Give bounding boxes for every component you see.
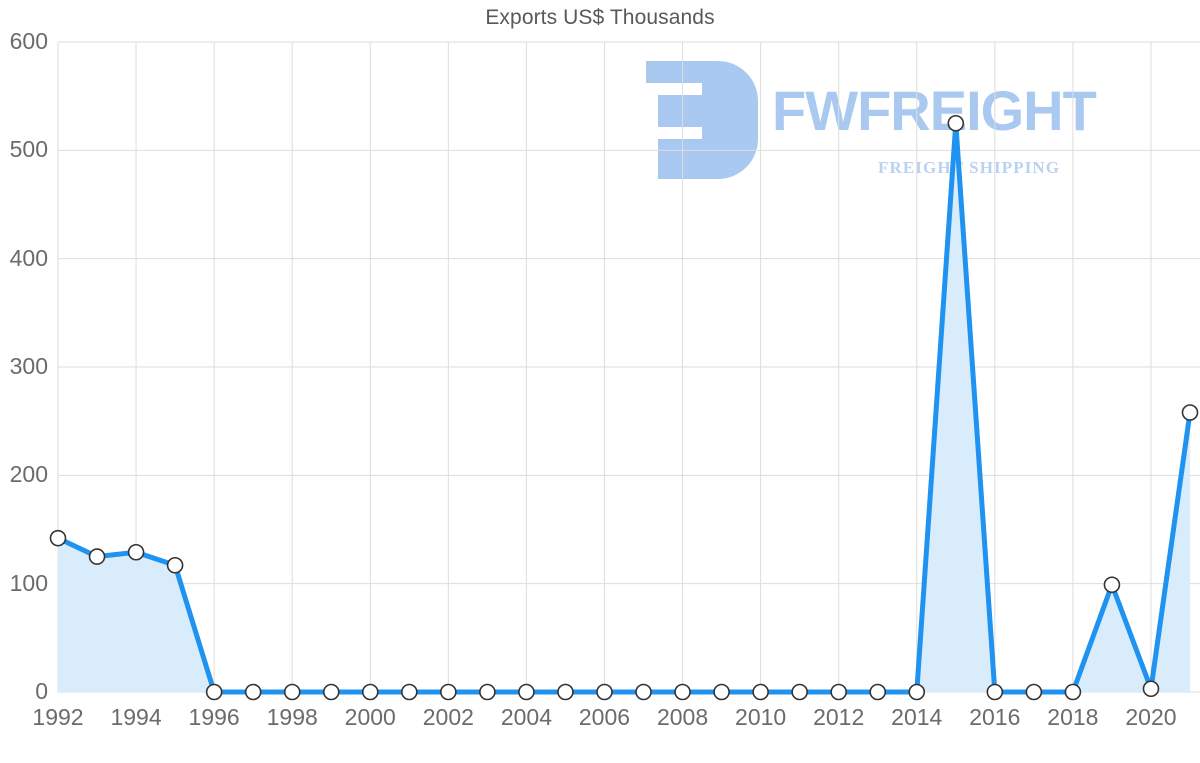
data-point-marker[interactable] [127, 543, 145, 561]
x-axis-tick-label: 2010 [735, 704, 787, 730]
x-axis-tick-label: 2014 [891, 704, 943, 730]
x-axis-tick-label: 1994 [110, 704, 162, 730]
data-point-marker[interactable] [361, 683, 379, 701]
data-point-marker[interactable] [908, 683, 926, 701]
y-axis-tick-label: 600 [9, 28, 48, 54]
x-axis-tick-label: 2016 [969, 704, 1021, 730]
x-axis-tick-label: 2018 [1047, 704, 1099, 730]
data-point-marker[interactable] [1025, 683, 1043, 701]
data-point-marker[interactable] [440, 683, 457, 701]
data-point-marker[interactable] [791, 683, 808, 701]
y-axis-tick-label: 300 [9, 353, 48, 379]
y-axis-tick-label: 0 [35, 678, 48, 704]
data-point-marker[interactable] [283, 683, 301, 701]
x-axis-tick-label: 2012 [813, 704, 865, 730]
x-axis-tick-label: 2008 [656, 704, 709, 730]
data-point-marker[interactable] [830, 683, 847, 701]
y-axis-tick-label: 400 [9, 244, 48, 271]
data-point-marker[interactable] [674, 683, 691, 701]
data-point-marker[interactable] [596, 683, 613, 701]
x-axis-tick-label: 2020 [1125, 704, 1177, 730]
data-point-marker[interactable] [869, 683, 887, 701]
data-markers [49, 114, 1199, 701]
data-point-marker[interactable] [635, 683, 652, 701]
data-point-marker[interactable] [518, 683, 535, 701]
data-point-marker[interactable] [947, 114, 965, 132]
data-point-marker[interactable] [88, 548, 106, 565]
data-point-marker[interactable] [986, 683, 1004, 701]
data-point-marker[interactable] [244, 683, 262, 701]
data-point-marker[interactable] [1181, 404, 1199, 421]
data-point-marker[interactable] [322, 683, 340, 701]
data-point-marker[interactable] [713, 683, 730, 701]
y-axis-tick-label: 100 [9, 569, 48, 596]
data-point-marker[interactable] [1142, 680, 1160, 698]
x-axis-tick-label: 2002 [422, 704, 474, 730]
data-point-marker[interactable] [1103, 576, 1121, 594]
grid-lines [57, 41, 1200, 693]
x-axis-tick-label: 1998 [266, 704, 318, 730]
data-point-marker[interactable] [205, 683, 223, 701]
x-axis-tick-label: 1992 [32, 704, 84, 730]
x-axis-tick-label: 2000 [344, 704, 396, 730]
data-point-marker[interactable] [1064, 683, 1082, 701]
data-point-marker[interactable] [479, 683, 496, 701]
area-fill [58, 123, 1190, 692]
x-axis-tick-label: 2004 [500, 704, 552, 730]
y-axis-tick-label: 500 [9, 136, 48, 163]
x-axis-tick-label: 1996 [188, 704, 240, 730]
y-axis-tick-label: 200 [9, 461, 48, 488]
data-point-marker[interactable] [752, 683, 769, 701]
data-point-marker[interactable] [557, 683, 574, 701]
x-axis-tick-label: 2006 [578, 704, 631, 730]
data-point-marker[interactable] [401, 683, 418, 701]
chart-title: Exports US$ Thousands [485, 6, 715, 29]
y-axis: 0 100 200 300 400 500 600 [0, 0, 48, 763]
data-point-marker[interactable] [49, 529, 67, 547]
data-point-marker[interactable] [166, 556, 184, 574]
